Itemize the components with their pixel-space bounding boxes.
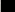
100000  h⁻¹ (11, 6, 12, 7)
Line: 300000  h⁻¹: 300000 h⁻¹ (0, 2, 15, 12)
